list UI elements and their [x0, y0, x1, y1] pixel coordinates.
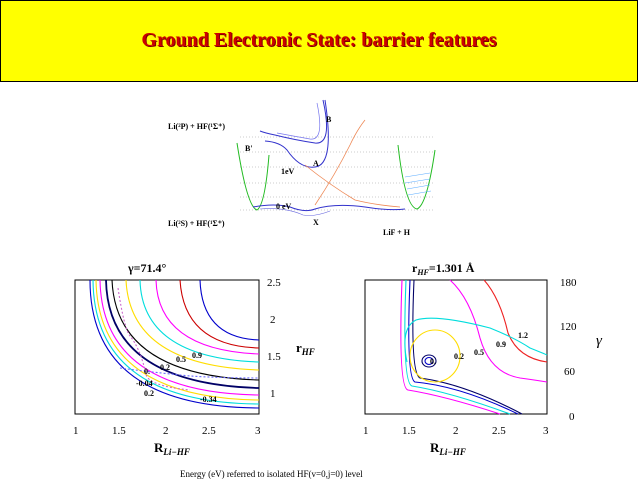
label-1eV: 1eV [281, 167, 295, 176]
right-xtick-2: 1.5 [402, 425, 416, 437]
curve-X [252, 204, 406, 212]
right-xtick-4: 2.5 [492, 425, 506, 437]
curve-B [259, 99, 328, 144]
left-contour-label-7: -0.34 [200, 395, 217, 404]
left-contour-label-4: 0. [144, 367, 150, 376]
right-contour-label-1: 0. [430, 357, 436, 366]
left-contour-label-1: 0.2 [160, 363, 170, 372]
left-ytick-2: 2 [270, 314, 276, 326]
reference-lines [240, 136, 435, 211]
crossing-curve [304, 164, 401, 208]
left-contour-label-3: 0.9 [192, 351, 202, 360]
label-0eV: 0 eV [276, 202, 292, 211]
label-product: LiF + H [383, 228, 411, 237]
label-asymptote-top: Li(²P) + HF(¹Σ⁺) [168, 122, 225, 131]
left-xtick-3: 2 [163, 425, 169, 437]
right-contour-label-2: 0.2 [454, 352, 464, 361]
left-plot-title: γ=71.4° [127, 261, 166, 275]
right-contour-label-4: 0.9 [496, 340, 506, 349]
left-ylabel-sub: HF [301, 347, 315, 357]
right-xtick-1: 1 [363, 425, 369, 437]
left-ytick-1: 2.5 [267, 277, 281, 289]
right-plot-title: r [412, 261, 418, 275]
left-contour-label-2: 0.5 [176, 355, 186, 364]
right-contour-plot: rHF=1.301 Å 0. 0.2 0.5 0.9 1.2 1 1.5 2 2… [363, 261, 603, 457]
footer-note: Energy (eV) referred to isolated HF(v=0,… [180, 469, 363, 479]
label-Bprime: B' [245, 144, 253, 153]
title-banner: Ground Electronic State: barrier feature… [0, 0, 638, 82]
energy-diagram: Li(²P) + HF(¹Σ⁺) Li(²S) + HF(¹Σ⁺) LiF + … [168, 99, 436, 237]
right-xlabel-sub: Li−HF [438, 447, 465, 457]
slide-title: Ground Electronic State: barrier feature… [141, 29, 497, 51]
left-xtick-2: 1.5 [112, 425, 126, 437]
label-A: A [313, 159, 319, 168]
left-ytick-4: 1 [270, 388, 276, 400]
right-ytick-3: 60 [564, 366, 576, 378]
label-B: B [326, 115, 332, 124]
left-contour-plot: γ=71.4° 0.2 0.5 0.9 0. -0.04 0.2 -0.34 1… [73, 261, 315, 457]
right-xtick-3: 2 [453, 425, 459, 437]
left-xtick-4: 2.5 [202, 425, 216, 437]
left-contour-label-6: 0.2 [144, 389, 154, 398]
svg-text:RLi−HF: RLi−HF [154, 440, 190, 457]
svg-text:RLi−HF: RLi−HF [430, 440, 466, 457]
svg-text:rHF: rHF [296, 340, 315, 357]
right-ytick-2: 120 [560, 321, 577, 333]
left-contour-label-5: -0.04 [136, 379, 153, 388]
label-X: X [313, 218, 319, 227]
left-ylabel: r [296, 340, 302, 355]
right-contour-label-3: 0.5 [474, 348, 484, 357]
left-ytick-3: 1.5 [267, 351, 281, 363]
left-xlabel: R [154, 440, 164, 455]
curve-A [264, 99, 329, 168]
label-asymptote-bottom: Li(²S) + HF(¹Σ⁺) [168, 219, 225, 228]
right-ytick-1: 180 [560, 277, 577, 289]
svg-text:rHF=1.301 Å: rHF=1.301 Å [412, 261, 475, 277]
right-xtick-5: 3 [543, 425, 549, 437]
left-well [236, 142, 270, 211]
right-ytick-4: 0 [569, 411, 575, 423]
left-xtick-1: 1 [73, 425, 79, 437]
left-xtick-5: 3 [255, 425, 261, 437]
right-xlabel: R [430, 440, 440, 455]
right-plot-title-value: =1.301 Å [429, 261, 475, 275]
right-well [397, 144, 436, 210]
right-ylabel: γ [596, 333, 603, 349]
right-plot-title-sub: HF [416, 268, 429, 277]
right-contour-label-5: 1.2 [518, 331, 528, 340]
left-xlabel-sub: Li−HF [162, 447, 189, 457]
